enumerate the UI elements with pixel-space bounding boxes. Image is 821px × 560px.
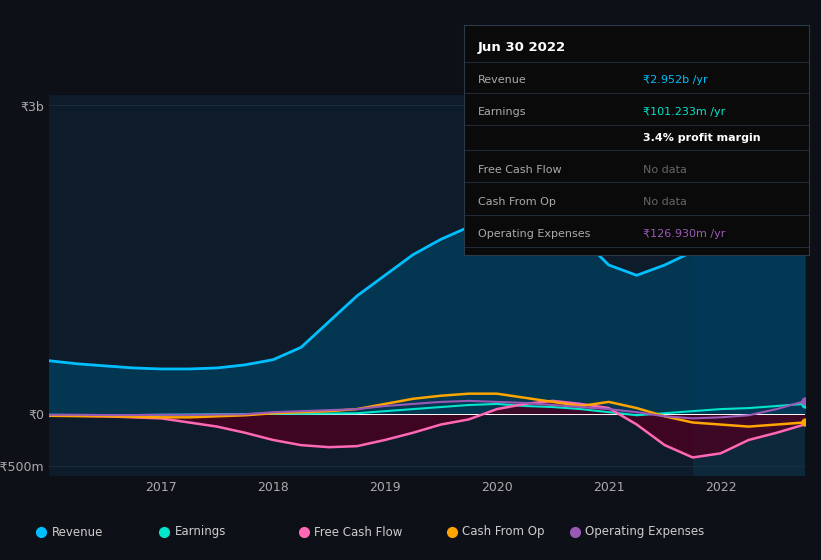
Text: Earnings: Earnings [175,525,227,539]
Text: ₹126.930m /yr: ₹126.930m /yr [643,229,726,239]
Text: ₹101.233m /yr: ₹101.233m /yr [643,108,726,118]
Text: Cash From Op: Cash From Op [478,197,556,207]
Text: Free Cash Flow: Free Cash Flow [478,165,562,175]
Text: ₹2.952b /yr: ₹2.952b /yr [643,75,708,85]
Bar [693,95,805,476]
Text: Free Cash Flow: Free Cash Flow [314,525,403,539]
Text: Cash From Op: Cash From Op [462,525,544,539]
Text: Revenue: Revenue [478,75,526,85]
Text: No data: No data [643,165,687,175]
Text: Revenue: Revenue [52,525,103,539]
Text: Operating Expenses: Operating Expenses [585,525,704,539]
Text: 3.4% profit margin: 3.4% profit margin [643,133,761,143]
Text: Operating Expenses: Operating Expenses [478,229,590,239]
Text: Earnings: Earnings [478,108,526,118]
Text: No data: No data [643,197,687,207]
Text: Jun 30 2022: Jun 30 2022 [478,41,566,54]
